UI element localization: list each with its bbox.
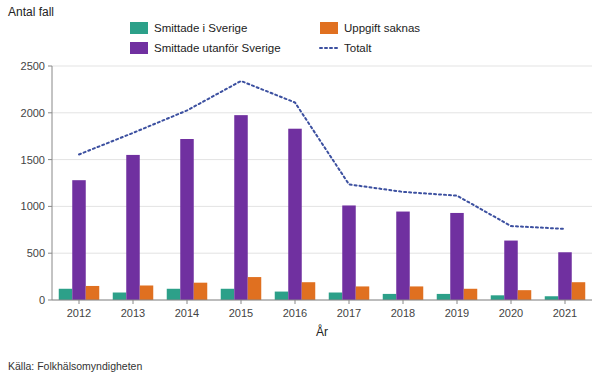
bar — [248, 277, 262, 300]
x-tick-label: 2018 — [391, 307, 415, 319]
y-tick — [48, 66, 52, 67]
legend: Smittade i Sverige Smittade utanför Sveri… — [130, 22, 420, 54]
y-tick-label: 2500 — [21, 60, 45, 72]
y-tick-label: 0 — [39, 294, 45, 306]
page: {"chart_data": { "type": "bar", "y_label… — [0, 0, 605, 378]
legend-swatch — [130, 22, 148, 34]
bar — [180, 139, 194, 300]
bar — [504, 241, 518, 300]
chart-svg: Antal fall 0 500 1000 1500 2000 2500 2012 2013 20… — [0, 0, 605, 378]
bar — [126, 155, 140, 300]
x-tick-label: 2019 — [445, 307, 469, 319]
y-tick-label: 500 — [27, 247, 45, 259]
bar — [194, 283, 208, 300]
bar — [288, 129, 302, 300]
bar — [59, 289, 73, 300]
x-tick-label: 2021 — [553, 307, 577, 319]
x-tick — [565, 300, 566, 304]
x-tick — [79, 300, 80, 304]
x-axis-label: År — [316, 324, 328, 339]
source-note: Källa: Folkhälsomyndigheten — [8, 360, 142, 372]
y-tick-label: 1000 — [21, 200, 45, 212]
y-tick — [48, 253, 52, 254]
legend-label: Smittade utanför Sverige — [154, 42, 281, 54]
bar — [140, 285, 154, 300]
bar — [113, 293, 127, 300]
grid-line — [52, 112, 592, 113]
y-tick-label: 1500 — [21, 154, 45, 166]
bar — [518, 290, 532, 300]
bar — [558, 252, 572, 300]
bar — [410, 286, 424, 300]
total-line — [79, 81, 565, 229]
x-tick — [187, 300, 188, 304]
bar — [383, 294, 397, 300]
x-tick-label: 2017 — [337, 307, 361, 319]
x-tick — [349, 300, 350, 304]
x-tick — [295, 300, 296, 304]
bar — [86, 286, 100, 300]
x-tick-label: 2016 — [283, 307, 307, 319]
x-tick — [403, 300, 404, 304]
bar — [356, 286, 370, 300]
x-tick-label: 2012 — [67, 307, 91, 319]
legend-label: Totalt — [344, 42, 372, 54]
grid — [52, 66, 592, 300]
grid-line — [52, 66, 592, 67]
bar — [167, 289, 181, 300]
bar — [572, 282, 586, 300]
x-tick-label: 2014 — [175, 307, 199, 319]
y-tick — [48, 159, 52, 160]
x-tick-label: 2013 — [121, 307, 145, 319]
legend-label: Uppgift saknas — [344, 22, 420, 34]
y-tick — [48, 112, 52, 113]
x-tick — [457, 300, 458, 304]
bar — [72, 180, 86, 300]
bar — [450, 213, 464, 300]
chart-container: Antal fall 0 500 1000 1500 2000 2500 2012 2013 20… — [0, 0, 605, 378]
y-tick — [48, 300, 52, 301]
bar — [491, 295, 505, 300]
legend-label: Smittade i Sverige — [154, 22, 247, 34]
bar — [396, 212, 410, 300]
y-axis-label: Antal fall — [8, 5, 54, 19]
x-tick — [133, 300, 134, 304]
y-tick — [48, 206, 52, 207]
bar — [221, 289, 235, 300]
x-tick — [511, 300, 512, 304]
bar — [275, 292, 289, 300]
legend-swatch — [320, 47, 338, 49]
bar — [329, 293, 343, 300]
bar — [545, 296, 559, 300]
bar — [464, 289, 478, 300]
x-tick — [241, 300, 242, 304]
bar — [437, 294, 451, 300]
y-axis-line — [52, 66, 53, 300]
legend-swatch — [130, 42, 148, 54]
x-tick-label: 2015 — [229, 307, 253, 319]
bar — [234, 115, 248, 300]
x-tick-label: 2020 — [499, 307, 523, 319]
y-tick-label: 2000 — [21, 107, 45, 119]
legend-swatch — [320, 22, 338, 34]
bar — [342, 205, 356, 300]
bar — [302, 282, 316, 300]
plot-marks — [59, 81, 586, 300]
